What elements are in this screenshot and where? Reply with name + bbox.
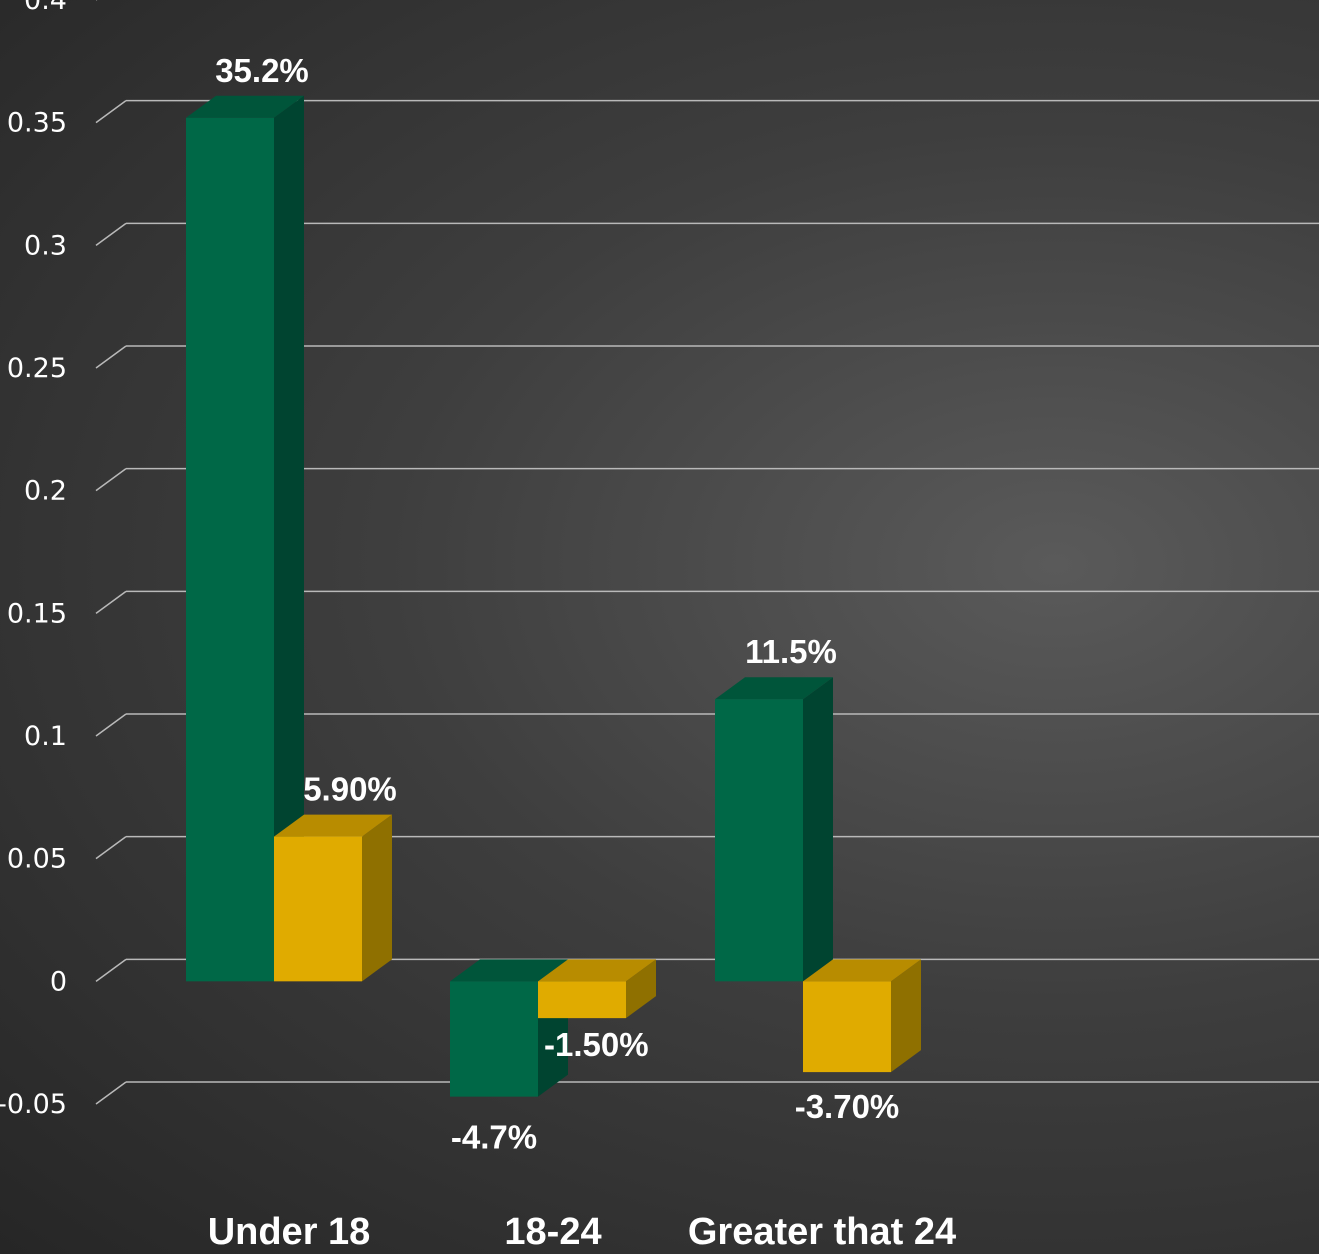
- bar-top: [274, 814, 392, 837]
- bar: [715, 699, 803, 982]
- bar-top: [450, 959, 568, 982]
- gridline-depth: [95, 345, 127, 369]
- y-tick-label: 0.2: [24, 476, 67, 507]
- data-labels: 35.2% 5.90% -4.7% -1.50% 11.5% -3.70%: [215, 52, 899, 1156]
- y-tick-label: -0.05: [0, 1089, 67, 1120]
- bar-side: [803, 677, 833, 982]
- data-label: 35.2%: [215, 52, 309, 89]
- y-tick-label: 0: [50, 966, 67, 997]
- gridline-depth: [95, 836, 127, 860]
- gridline-depth: [95, 713, 127, 737]
- gridline-depth: [95, 222, 127, 246]
- bar-side: [362, 814, 392, 982]
- data-label: 11.5%: [745, 633, 837, 670]
- bar: [803, 981, 891, 1073]
- x-category-label: 18-24: [504, 1211, 601, 1253]
- data-label: 5.90%: [303, 771, 397, 808]
- bar-side: [626, 959, 656, 1019]
- gridline-depth: [95, 468, 127, 492]
- bar-top: [186, 95, 304, 118]
- bar-top: [715, 677, 833, 700]
- bars: [186, 95, 921, 1097]
- bar-side: [274, 95, 304, 982]
- data-label: -1.50%: [544, 1026, 649, 1063]
- x-axis: Under 18 18-24 Greater that 24: [208, 1211, 956, 1253]
- gridline-depth: [95, 958, 127, 982]
- y-tick-label: 0.05: [7, 844, 67, 875]
- x-category-label: Greater that 24: [688, 1211, 956, 1253]
- y-tick-label: 0.15: [7, 598, 67, 629]
- gridline-depth: [95, 1081, 127, 1105]
- y-tick-label: 0.35: [7, 108, 67, 139]
- bar: [274, 836, 362, 982]
- y-tick-label: 0.4: [24, 0, 67, 16]
- gridline-depth: [95, 590, 127, 614]
- data-label: -4.7%: [451, 1119, 537, 1156]
- x-category-label: Under 18: [208, 1211, 371, 1253]
- bar-top: [803, 959, 921, 982]
- bar: [538, 981, 626, 1019]
- y-tick-label: 0.3: [24, 230, 67, 261]
- y-axis: 0.4 0.35 0.3 0.25 0.2 0.15 0.1 0.05 0 -0.05: [0, 0, 67, 1120]
- gridline-depth: [95, 100, 127, 124]
- data-label: -3.70%: [795, 1088, 900, 1125]
- bar-top: [538, 959, 656, 982]
- y-tick-label: 0.25: [7, 353, 67, 384]
- bar: [450, 981, 538, 1097]
- y-tick-label: 0.1: [24, 721, 67, 752]
- bar: [186, 117, 274, 982]
- bar-side: [891, 959, 921, 1073]
